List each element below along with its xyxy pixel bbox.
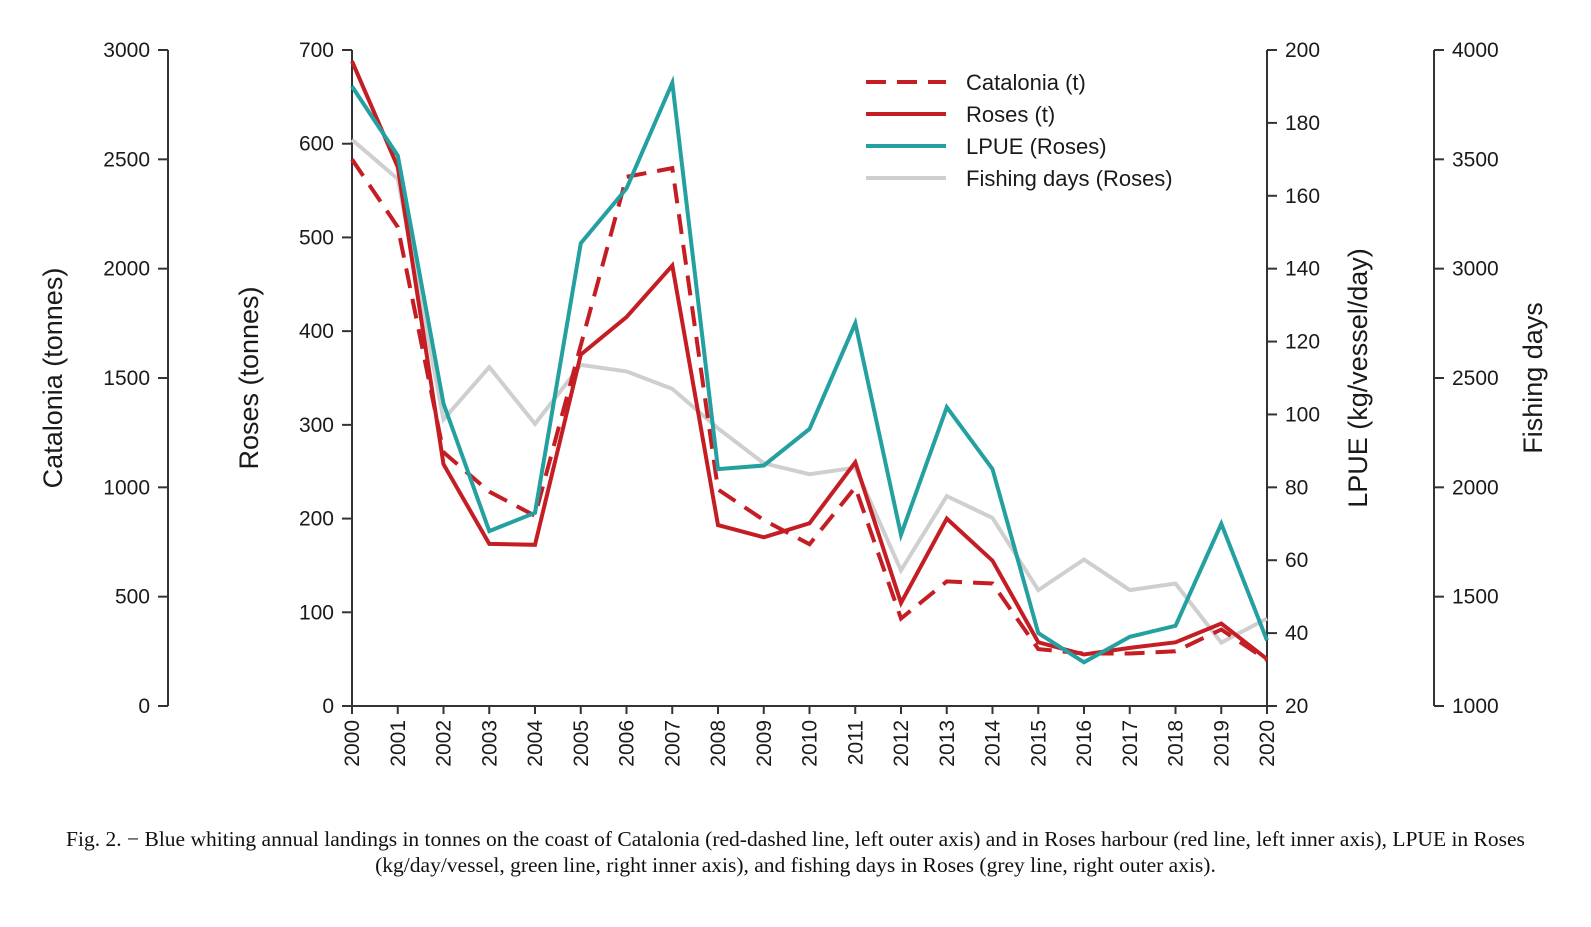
roses-tick-label: 400 bbox=[299, 320, 334, 343]
lpue-tick-label: 40 bbox=[1285, 622, 1308, 645]
lpue-tick-label: 200 bbox=[1285, 39, 1320, 62]
x-tick-label: 2004 bbox=[524, 720, 547, 767]
legend-label-catalonia-t: Catalonia (t) bbox=[966, 70, 1086, 95]
roses-tick-label: 0 bbox=[322, 695, 334, 718]
lpue-tick-label: 140 bbox=[1285, 258, 1320, 281]
roses-tick-label: 500 bbox=[299, 226, 334, 249]
x-tick-label: 2014 bbox=[982, 720, 1005, 767]
x-tick-label: 2001 bbox=[387, 720, 410, 767]
x-tick-label: 2016 bbox=[1073, 720, 1096, 767]
x-tick-label: 2020 bbox=[1256, 720, 1279, 767]
fishing-days-tick-label: 4000 bbox=[1452, 39, 1499, 62]
fishing-days-tick-label: 3500 bbox=[1452, 148, 1499, 171]
x-tick-label: 2017 bbox=[1119, 720, 1142, 767]
catalonia-tick-label: 500 bbox=[115, 586, 150, 609]
x-tick-label: 2009 bbox=[753, 720, 776, 767]
legend-label-lpue-roses: LPUE (Roses) bbox=[966, 134, 1107, 159]
fishing-days-roses-line bbox=[350, 138, 1268, 646]
fishing-days-tick-label: 1000 bbox=[1452, 695, 1499, 718]
x-tick-label: 2006 bbox=[616, 720, 639, 767]
lpue-tick-label: 80 bbox=[1285, 476, 1308, 499]
x-tick-label: 2003 bbox=[478, 720, 501, 767]
lpue-axis-title: LPUE (kg/vessel/day) bbox=[1343, 248, 1373, 508]
lpue-tick-label: 180 bbox=[1285, 112, 1320, 135]
lpue-tick-label: 60 bbox=[1285, 549, 1308, 572]
roses-axis-title: Roses (tonnes) bbox=[234, 286, 264, 469]
roses-tick-label: 300 bbox=[299, 414, 334, 437]
lpue-tick-label: 120 bbox=[1285, 331, 1320, 354]
x-tick-label: 2005 bbox=[570, 720, 593, 767]
lpue-tick-label: 100 bbox=[1285, 403, 1320, 426]
catalonia-tick-label: 3000 bbox=[103, 39, 150, 62]
x-tick-label: 2007 bbox=[661, 720, 684, 767]
x-tick-label: 2002 bbox=[433, 720, 456, 767]
legend-label-roses-t: Roses (t) bbox=[966, 102, 1055, 127]
figure-caption: Fig. 2. − Blue whiting annual landings i… bbox=[66, 827, 1525, 877]
lpue-roses-line bbox=[350, 75, 1269, 665]
roses-tick-label: 600 bbox=[299, 133, 334, 156]
catalonia-tick-label: 0 bbox=[138, 695, 150, 718]
fishing-days-tick-label: 2000 bbox=[1452, 476, 1499, 499]
x-tick-label: 2011 bbox=[844, 720, 867, 765]
legend: Catalonia (t) Roses (t) LPUE (Roses) Fishin… bbox=[866, 70, 1173, 191]
x-tick-label: 2019 bbox=[1210, 720, 1233, 767]
x-tick-label: 2012 bbox=[890, 720, 913, 767]
x-tick-label: 2000 bbox=[341, 720, 364, 767]
series-layer bbox=[350, 60, 1269, 665]
x-tick-label: 2015 bbox=[1027, 720, 1050, 767]
fishing-days-axis-title: Fishing days bbox=[1518, 302, 1548, 454]
x-tick-label: 2010 bbox=[799, 720, 822, 767]
catalonia-tick-label: 1000 bbox=[103, 476, 150, 499]
fishing-days-tick-label: 3000 bbox=[1452, 258, 1499, 281]
catalonia-tick-label: 2000 bbox=[103, 258, 150, 281]
legend-label-fishing-days-roses: Fishing days (Roses) bbox=[966, 166, 1173, 191]
catalonia-tick-label: 1500 bbox=[103, 367, 150, 390]
roses-tick-label: 200 bbox=[299, 508, 334, 531]
roses-tick-label: 700 bbox=[299, 39, 334, 62]
roses-tick-label: 100 bbox=[299, 601, 334, 624]
lpue-tick-label: 160 bbox=[1285, 185, 1320, 208]
catalonia-t-line bbox=[350, 158, 1269, 662]
roses-t-line bbox=[350, 60, 1269, 661]
lpue-tick-label: 20 bbox=[1285, 695, 1308, 718]
fishing-days-tick-label: 1500 bbox=[1452, 586, 1499, 609]
x-tick-label: 2008 bbox=[707, 720, 730, 767]
axes-layer: 0 500 1000 1500 2000 2500 3000 0 100 200 300 400 500… bbox=[38, 39, 1548, 767]
x-tick-label: 2013 bbox=[936, 720, 959, 767]
catalonia-tick-label: 2500 bbox=[103, 148, 150, 171]
x-tick-label: 2018 bbox=[1165, 720, 1188, 767]
fishing-days-tick-label: 2500 bbox=[1452, 367, 1499, 390]
catalonia-axis-title: Catalonia (tonnes) bbox=[38, 268, 68, 489]
